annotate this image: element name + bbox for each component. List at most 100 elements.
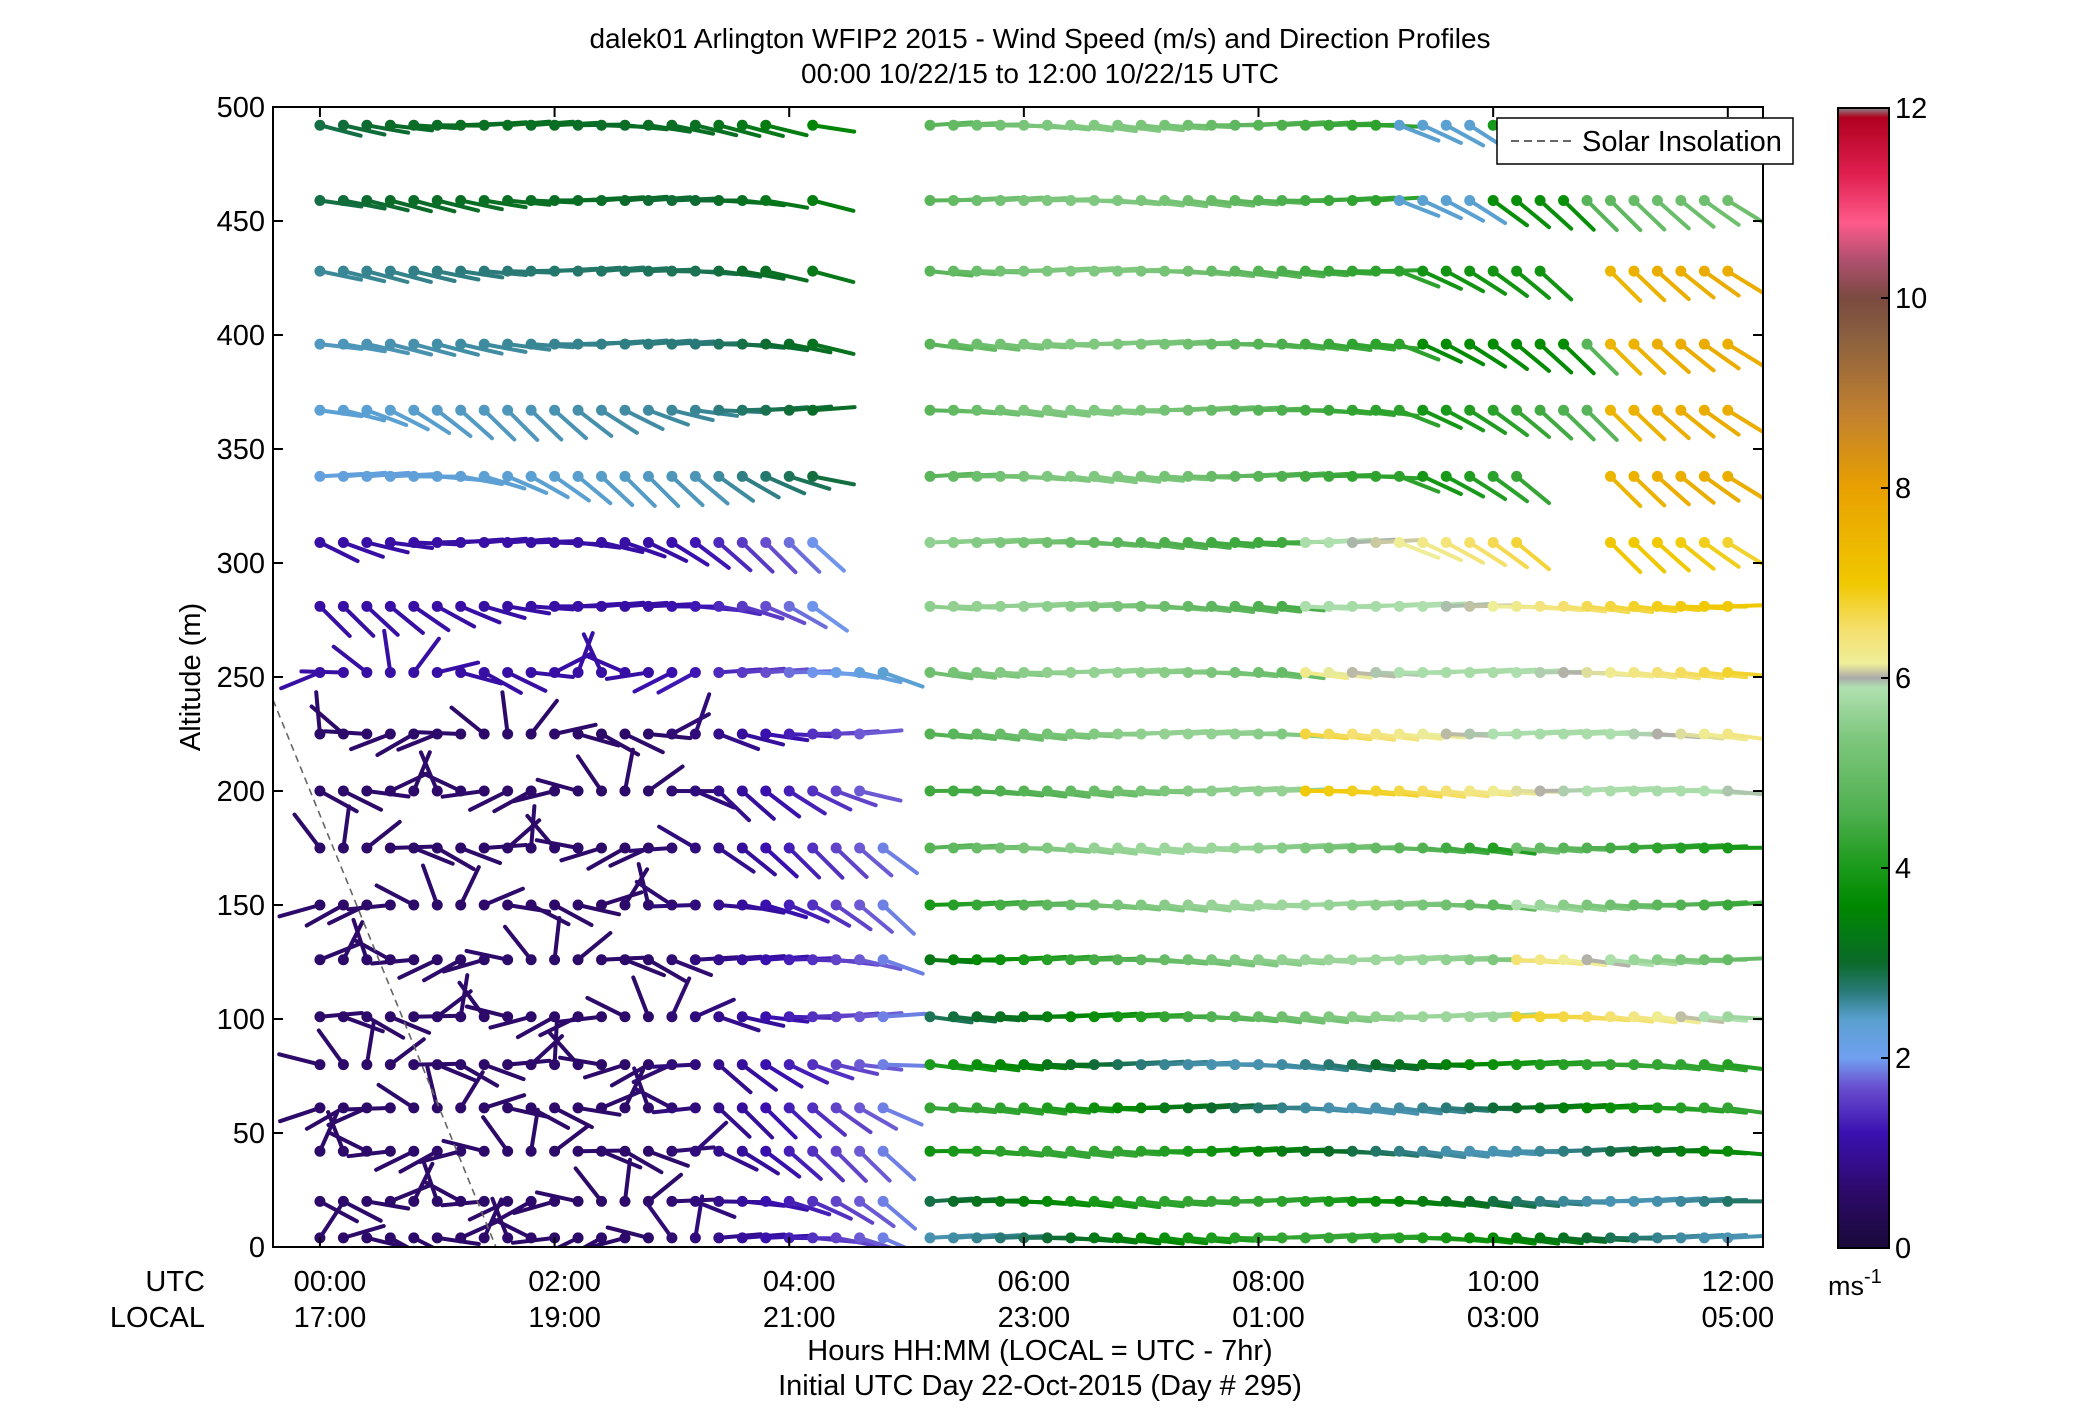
wind-barb-dot: [994, 785, 1006, 797]
wind-barb-dot: [1346, 404, 1358, 416]
wind-barb-dot: [689, 600, 701, 612]
wind-barb-dot: [1464, 842, 1476, 854]
wind-barb-dot: [736, 404, 748, 416]
wind-barb-shaft: [418, 1149, 463, 1164]
wind-barb-shaft: [388, 408, 430, 432]
wind-barb-shaft: [810, 540, 846, 573]
wind-barb-dot: [1229, 899, 1241, 911]
wind-barb-dot: [736, 1195, 748, 1207]
wind-barb-shaft: [669, 540, 710, 567]
wind-barb-shaft: [599, 1089, 643, 1110]
wind-barb-shaft: [716, 732, 761, 751]
wind-barb-shaft: [763, 903, 808, 920]
wind-barb-dot: [596, 1059, 608, 1071]
wind-barb-dot: [760, 954, 772, 966]
wind-barb-dot: [1722, 600, 1734, 612]
wind-barb-dot: [549, 194, 561, 206]
wind-barb-dot: [713, 1059, 725, 1071]
wind-barb-dot: [619, 1232, 631, 1244]
wind-barb-dot: [1581, 194, 1593, 206]
wind-barb-dot: [760, 338, 772, 350]
wind-barb-dot: [1206, 1059, 1218, 1071]
wind-barb-dot: [1065, 1059, 1077, 1071]
wind-barb-dot: [1698, 194, 1710, 206]
wind-barb-dot: [1698, 1232, 1710, 1244]
wind-barb-dot: [760, 1102, 772, 1114]
wind-barb-dot: [1159, 536, 1171, 548]
wind-barb-dot: [1041, 194, 1053, 206]
wind-barb-dot: [1206, 842, 1218, 854]
wind-barb-dot: [1370, 536, 1382, 548]
wind-barb-dot: [1112, 404, 1124, 416]
wind-barb-dot: [478, 119, 490, 131]
wind-barb-shaft: [1420, 474, 1463, 496]
wind-barb-dot: [525, 899, 537, 911]
wind-barb-shaft: [482, 1093, 527, 1110]
wind-barb-dot: [1135, 785, 1147, 797]
wind-barb-shaft: [1467, 474, 1508, 501]
wind-barb-dot: [1651, 954, 1663, 966]
wind-barb-shaft: [277, 1052, 322, 1067]
wind-barb-dot: [337, 119, 349, 131]
wind-barb-shaft: [418, 750, 440, 793]
wind-barb-dot: [1393, 119, 1405, 131]
wind-barb-dot: [994, 666, 1006, 678]
wind-barb-dot: [455, 1232, 467, 1244]
wind-barb-dot: [1065, 194, 1077, 206]
wind-barb-dot: [736, 1145, 748, 1157]
wind-barb-dot: [1299, 1195, 1311, 1207]
wind-barb-dot: [549, 338, 561, 350]
wind-barb-dot: [666, 728, 678, 740]
wind-barb-dot: [1299, 842, 1311, 854]
wind-barb-dot: [1698, 842, 1710, 854]
wind-barb-dot: [1182, 404, 1194, 416]
wind-barb-shaft: [584, 653, 627, 675]
wind-barb-dot: [1135, 404, 1147, 416]
wind-barb-dot: [1135, 1145, 1147, 1157]
wind-barb-dot: [1088, 1102, 1100, 1114]
wind-barb-dot: [994, 404, 1006, 416]
wind-barb-dot: [1229, 1011, 1241, 1023]
x-tick-label-local: 19:00: [528, 1302, 601, 1334]
wind-barb-dot: [924, 842, 936, 854]
wind-barb-dot: [361, 470, 373, 482]
wind-barb-dot: [1675, 1011, 1687, 1023]
wind-barb-shaft: [341, 804, 351, 850]
wind-barb-dot: [1487, 1059, 1499, 1071]
wind-barb-shaft: [505, 670, 548, 693]
wind-barb-dot: [1534, 728, 1546, 740]
wind-barb-shaft: [1538, 408, 1574, 441]
wind-barb-dot: [1018, 1145, 1030, 1157]
wind-barb-dot: [971, 119, 983, 131]
y-tick-label: 350: [217, 434, 265, 466]
wind-barb-dot: [642, 954, 654, 966]
wind-barb-dot: [947, 338, 959, 350]
wind-barb-dot: [1065, 470, 1077, 482]
wind-barb-dot: [1253, 470, 1265, 482]
wind-barb-dot: [384, 1059, 396, 1071]
wind-barb-dot: [807, 899, 819, 911]
wind-barb-shaft: [1420, 269, 1463, 291]
wind-barb-dot: [807, 265, 819, 277]
wind-barb-dot: [783, 1059, 795, 1071]
wind-barb-dot: [1651, 1145, 1663, 1157]
wind-barb-dot: [549, 899, 561, 911]
wind-barb-dot: [1206, 338, 1218, 350]
wind-barb-dot: [596, 600, 608, 612]
wind-barb-dot: [361, 1011, 373, 1023]
wind-barb-dot: [1464, 954, 1476, 966]
wind-barb-dot: [314, 1011, 326, 1023]
wind-barb-dot: [408, 1011, 420, 1023]
wind-barb-dot: [1581, 1195, 1593, 1207]
wind-barb-dot: [408, 600, 420, 612]
wind-barb-dot: [619, 600, 631, 612]
chart-subtitle: 00:00 10/22/15 to 12:00 10/22/15 UTC: [801, 58, 1279, 89]
wind-barb-dot: [713, 728, 725, 740]
wind-barb-shaft: [1491, 474, 1529, 504]
wind-barb-dot: [1182, 265, 1194, 277]
wind-barb-shaft: [632, 1086, 674, 1110]
x-tick-label-utc: 00:00: [294, 1266, 367, 1298]
wind-barb-shaft: [857, 1199, 896, 1229]
wind-barb-shaft: [763, 846, 799, 879]
wind-barb-shaft: [364, 1014, 406, 1040]
